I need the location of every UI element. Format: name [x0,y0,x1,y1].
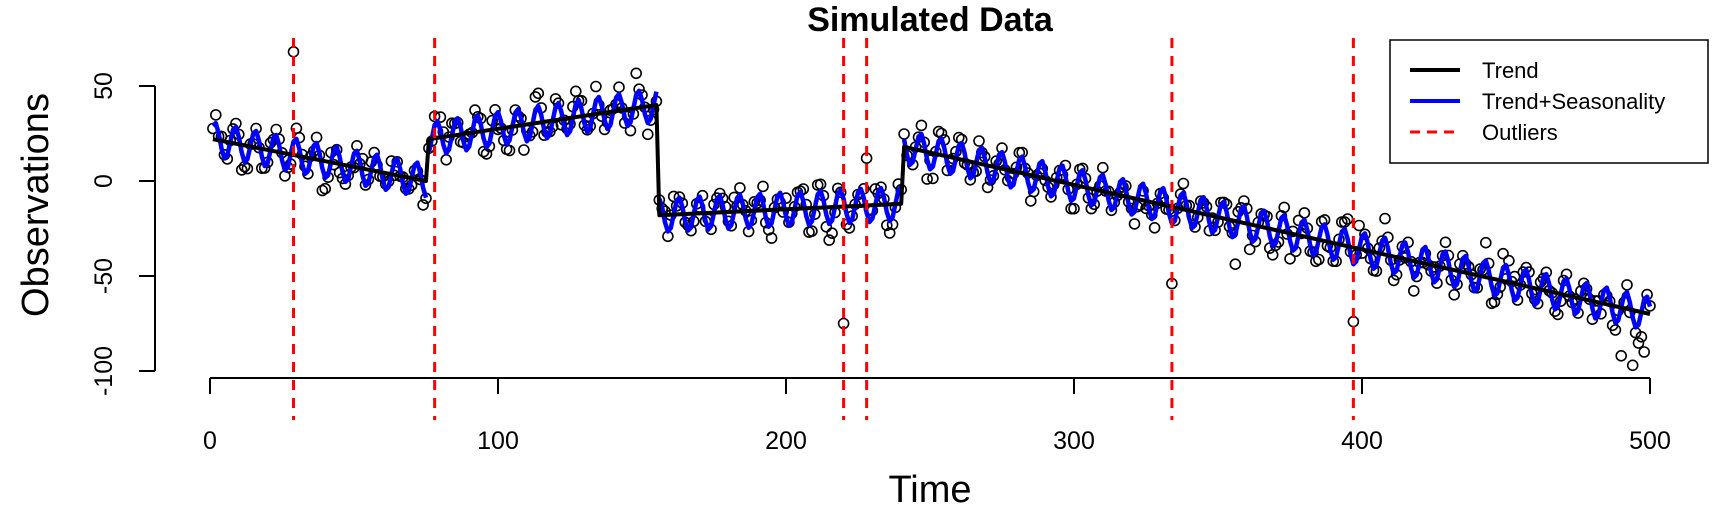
observation-point [928,173,938,183]
x-tick-label-5: 500 [1629,427,1671,455]
observation-point [614,82,624,92]
y-tick-label-0: -100 [90,346,118,396]
observation-point [1616,351,1626,361]
observation-point [1098,163,1108,173]
observation-point [643,129,653,139]
y-axis-label: Observations [15,93,57,317]
observation-point [1299,208,1309,218]
legend-label-trend: Trend [1482,58,1539,83]
observation-point [1634,338,1644,348]
observation-point [1622,280,1632,290]
observation-point [1348,317,1358,327]
observation-point [441,155,451,165]
observation-point [1343,214,1353,224]
legend: Trend Trend+Seasonality Outliers [1390,40,1708,163]
observation-point [1380,214,1390,224]
y-axis: -100 -50 0 50 [90,72,155,396]
observation-point [211,110,221,120]
observation-point [289,47,299,57]
x-axis-label: Time [888,469,971,511]
observation-point [519,145,529,155]
observation-point [1498,249,1508,259]
observation-point [735,183,745,193]
observation-point [1481,238,1491,248]
observation-point [1409,286,1419,296]
observation-point [758,181,768,191]
x-axis: 0 100 200 300 400 500 [203,378,1671,455]
observation-point [1449,290,1459,300]
legend-label-outliers: Outliers [1482,120,1558,145]
observation-point [899,129,909,139]
chart-title: Simulated Data [807,1,1054,39]
observation-point [591,82,601,92]
observation-point [1130,219,1140,229]
observation-point [1026,196,1036,206]
observation-point [1639,347,1649,357]
observation-point [1441,237,1451,247]
y-tick-label-1: -50 [90,258,118,294]
observation-point [571,86,581,96]
y-tick-label-2: 0 [90,174,118,188]
x-tick-label-4: 400 [1341,427,1383,455]
outlier-lines [294,38,1354,420]
observation-point [1628,360,1638,370]
observation-point [974,136,984,146]
x-tick-label-1: 100 [477,427,519,455]
observation-point [1178,179,1188,189]
observation-point [631,68,641,78]
legend-label-seasonality: Trend+Seasonality [1482,89,1665,114]
observation-point [1150,223,1160,233]
observation-point [242,164,252,174]
observation-point [320,184,330,194]
x-tick-label-3: 300 [1053,427,1095,455]
observation-point [916,120,926,130]
observation-point [1230,259,1240,269]
y-tick-label-3: 50 [90,72,118,100]
x-tick-label-0: 0 [203,427,217,455]
x-tick-label-2: 200 [765,427,807,455]
